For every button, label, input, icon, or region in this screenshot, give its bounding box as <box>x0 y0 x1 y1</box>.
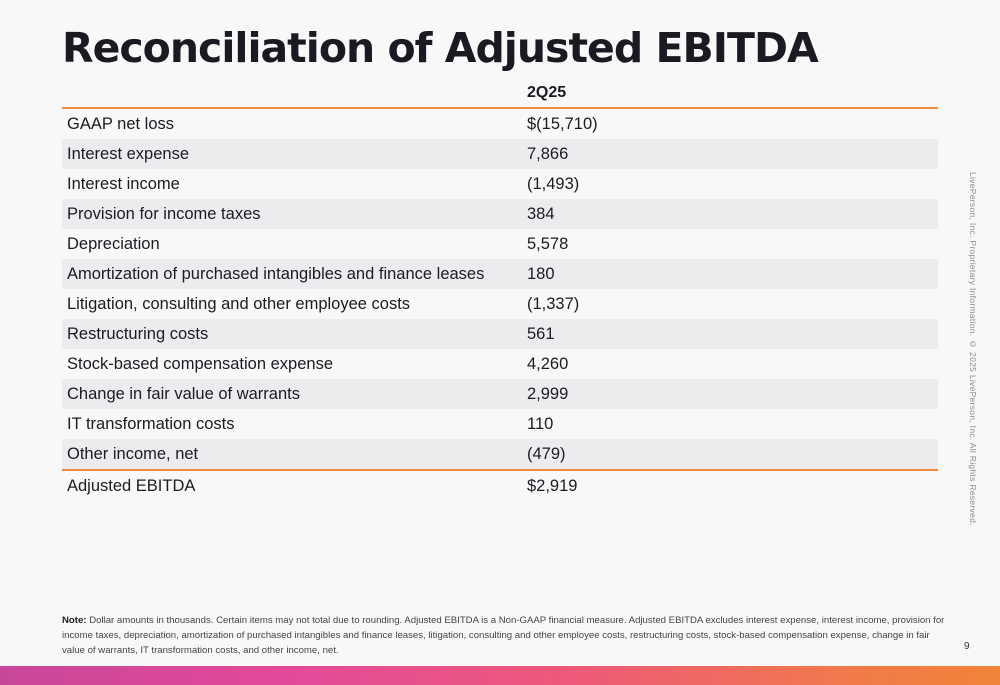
table-row: Other income, net (479) <box>62 439 938 469</box>
row-label: Depreciation <box>67 235 160 253</box>
table-row: Depreciation 5,578 <box>62 229 938 259</box>
row-label: GAAP net loss <box>67 115 175 133</box>
row-label: Stock-based compensation expense <box>67 355 333 373</box>
row-label: Litigation, consulting and other employe… <box>67 295 411 313</box>
table-row: Interest income (1,493) <box>62 169 938 199</box>
total-row: Adjusted EBITDA $2,919 <box>62 469 938 501</box>
row-value: (479) <box>527 445 566 463</box>
copyright-side-note: LivePerson, Inc. Proprietary Information… <box>968 172 978 526</box>
table-row: Restructuring costs 561 <box>62 319 938 349</box>
table-row: Interest expense 7,866 <box>62 139 938 169</box>
row-label: Restructuring costs <box>67 325 209 343</box>
table-row: GAAP net loss $(15,710) <box>62 109 938 139</box>
row-label: IT transformation costs <box>67 415 235 433</box>
row-label: Interest income <box>67 175 180 193</box>
row-value: 110 <box>527 415 554 433</box>
total-label: Adjusted EBITDA <box>67 477 196 495</box>
row-value: 561 <box>527 325 555 343</box>
footnote-text: Dollar amounts in thousands. Certain ite… <box>62 615 945 656</box>
table-row: Amortization of purchased intangibles an… <box>62 259 938 289</box>
footer-gradient-bar <box>0 666 1000 685</box>
row-label: Change in fair value of warrants <box>67 385 300 403</box>
table-row: Stock-based compensation expense 4,260 <box>62 349 938 379</box>
row-label: Provision for income taxes <box>67 205 261 223</box>
row-value: 180 <box>527 265 555 283</box>
row-value: $(15,710) <box>527 115 598 133</box>
total-value: $2,919 <box>527 477 578 495</box>
footnote-label: Note: <box>62 615 87 626</box>
table-row: Provision for income taxes 384 <box>62 199 938 229</box>
row-value: 4,260 <box>527 355 569 373</box>
table-row: IT transformation costs 110 <box>62 409 938 439</box>
reconciliation-table: 2Q25 GAAP net loss $(15,710) Interest ex… <box>62 80 938 501</box>
row-label: Interest expense <box>67 145 189 163</box>
row-value: 7,866 <box>527 145 569 163</box>
table-header: 2Q25 <box>62 80 938 109</box>
footnote: Note: Dollar amounts in thousands. Certa… <box>62 613 947 658</box>
row-value: 384 <box>527 205 555 223</box>
column-header-2q25: 2Q25 <box>527 84 567 101</box>
row-value: 5,578 <box>527 235 569 253</box>
table-row: Litigation, consulting and other employe… <box>62 289 938 319</box>
row-value: (1,493) <box>527 175 580 193</box>
row-label: Amortization of purchased intangibles an… <box>67 265 485 283</box>
table-row: Change in fair value of warrants 2,999 <box>62 379 938 409</box>
row-label: Other income, net <box>67 445 199 463</box>
page-number: 9 <box>964 641 970 652</box>
row-value: (1,337) <box>527 295 580 313</box>
row-value: 2,999 <box>527 385 569 403</box>
page-title: Reconciliation of Adjusted EBITDA <box>62 24 819 72</box>
